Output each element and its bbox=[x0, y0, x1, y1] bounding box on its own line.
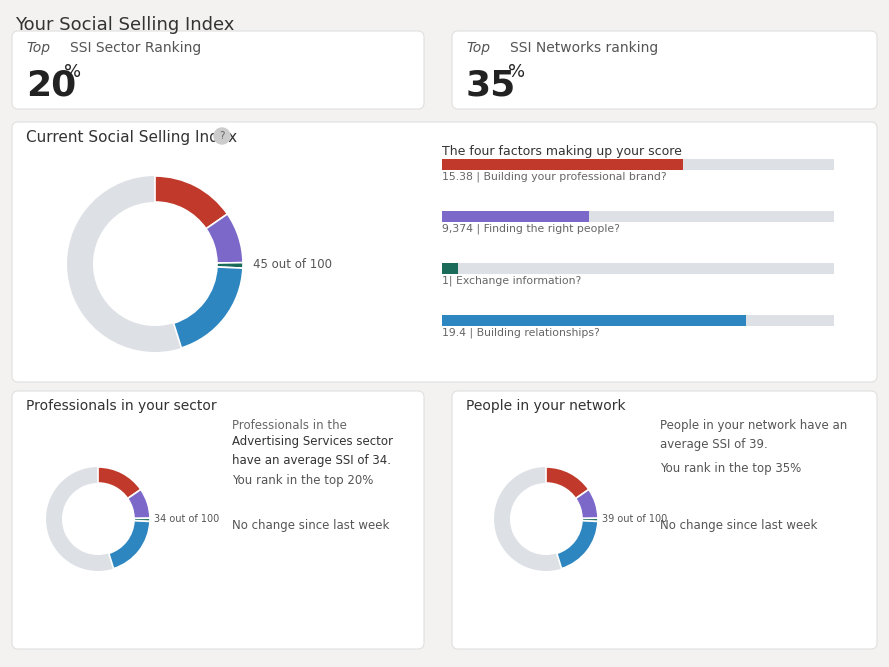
Wedge shape bbox=[173, 267, 243, 348]
Wedge shape bbox=[98, 467, 140, 498]
Text: People in your network have an
average SSI of 39.: People in your network have an average S… bbox=[660, 419, 847, 451]
Text: 19.4 | Building relationships?: 19.4 | Building relationships? bbox=[442, 328, 600, 338]
Wedge shape bbox=[134, 518, 150, 522]
Text: No change since last week: No change since last week bbox=[232, 519, 389, 532]
Text: ?: ? bbox=[220, 131, 225, 141]
Wedge shape bbox=[494, 467, 598, 571]
Text: 15.38 | Building your professional brand?: 15.38 | Building your professional brand… bbox=[442, 172, 667, 183]
Bar bbox=[442, 211, 589, 222]
FancyBboxPatch shape bbox=[12, 31, 424, 109]
Text: Top: Top bbox=[466, 41, 490, 55]
Text: 20: 20 bbox=[26, 69, 76, 103]
Text: 34 out of 100: 34 out of 100 bbox=[154, 514, 220, 524]
Wedge shape bbox=[575, 490, 598, 518]
Text: %: % bbox=[508, 63, 525, 81]
Wedge shape bbox=[582, 518, 598, 522]
Text: %: % bbox=[64, 63, 81, 81]
FancyBboxPatch shape bbox=[452, 391, 877, 649]
Bar bbox=[442, 159, 834, 170]
Text: 9,374 | Finding the right people?: 9,374 | Finding the right people? bbox=[442, 224, 620, 235]
Text: 45 out of 100: 45 out of 100 bbox=[253, 257, 332, 271]
Text: SSI Sector Ranking: SSI Sector Ranking bbox=[70, 41, 201, 55]
Text: Advertising Services sector
have an average SSI of 34.: Advertising Services sector have an aver… bbox=[232, 435, 393, 467]
Text: 39 out of 100: 39 out of 100 bbox=[602, 514, 668, 524]
Text: 35: 35 bbox=[466, 69, 517, 103]
Wedge shape bbox=[108, 521, 150, 568]
Circle shape bbox=[214, 128, 230, 144]
FancyBboxPatch shape bbox=[12, 122, 877, 382]
Wedge shape bbox=[206, 214, 243, 263]
Text: People in your network: People in your network bbox=[466, 399, 626, 413]
Wedge shape bbox=[557, 521, 598, 568]
Text: 1| Exchange information?: 1| Exchange information? bbox=[442, 276, 581, 287]
Text: You rank in the top 20%: You rank in the top 20% bbox=[232, 474, 373, 487]
Text: Your Social Selling Index: Your Social Selling Index bbox=[15, 16, 235, 34]
Text: Professionals in the: Professionals in the bbox=[232, 419, 347, 432]
Wedge shape bbox=[128, 490, 150, 518]
Wedge shape bbox=[546, 467, 589, 498]
Bar bbox=[442, 211, 834, 222]
Text: The four factors making up your score: The four factors making up your score bbox=[442, 145, 682, 158]
Text: You rank in the top 35%: You rank in the top 35% bbox=[660, 462, 801, 475]
Bar bbox=[442, 263, 458, 274]
Wedge shape bbox=[155, 176, 228, 229]
Text: Professionals in your sector: Professionals in your sector bbox=[26, 399, 217, 413]
Text: Top: Top bbox=[26, 41, 50, 55]
Text: No change since last week: No change since last week bbox=[660, 519, 817, 532]
Bar bbox=[442, 159, 683, 170]
FancyBboxPatch shape bbox=[452, 31, 877, 109]
Wedge shape bbox=[217, 263, 243, 268]
Wedge shape bbox=[67, 176, 243, 352]
Text: Current Social Selling Index: Current Social Selling Index bbox=[26, 130, 237, 145]
Text: SSI Networks ranking: SSI Networks ranking bbox=[510, 41, 658, 55]
Bar bbox=[442, 263, 834, 274]
Bar bbox=[442, 315, 834, 326]
Wedge shape bbox=[46, 467, 150, 571]
Bar bbox=[442, 315, 746, 326]
FancyBboxPatch shape bbox=[12, 391, 424, 649]
